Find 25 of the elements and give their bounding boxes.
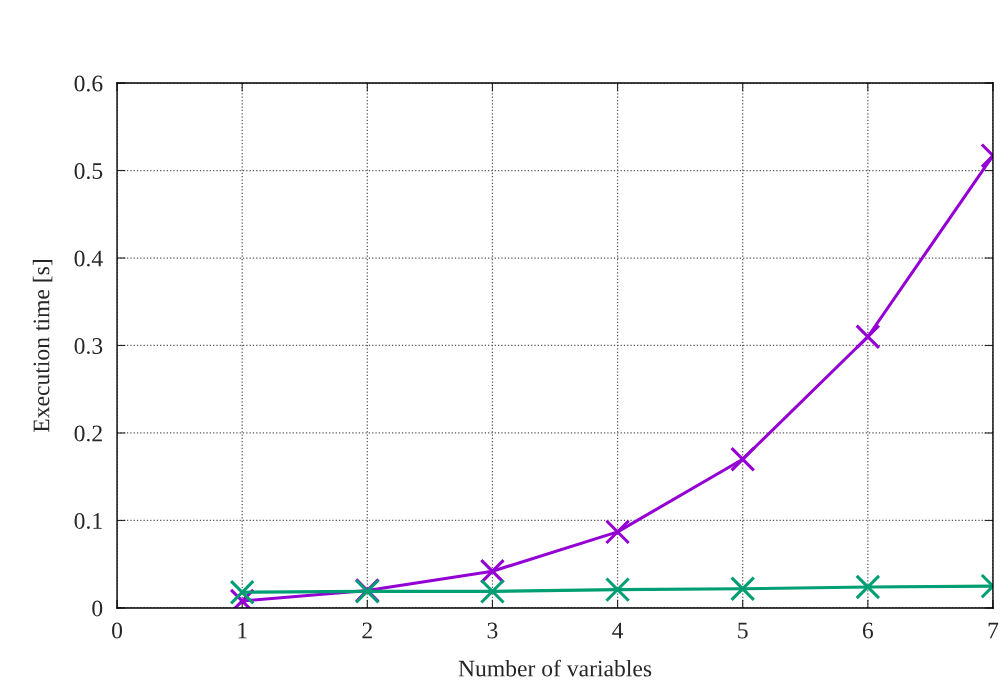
- y-tick-label: 0.1: [74, 512, 102, 530]
- x-tick-label: 7: [988, 622, 999, 639]
- x-tick-label: 3: [487, 622, 498, 639]
- x-tick-label: 5: [738, 622, 748, 639]
- point: [479, 578, 506, 604]
- y-axis-title: Execution time [s]: [32, 260, 53, 433]
- x-tick-label: 6: [862, 622, 874, 639]
- x-tick-label: 2: [362, 622, 372, 639]
- point: [604, 576, 631, 603]
- y-tick-label: 0.2: [74, 425, 102, 442]
- x-axis-title: Number of variables: [458, 659, 652, 677]
- point: [855, 324, 881, 350]
- y-tick-label: 0.3: [74, 337, 103, 355]
- point: [855, 574, 881, 600]
- y-tick-label: 0.5: [74, 163, 103, 180]
- x-tick-label: 1: [238, 622, 247, 639]
- point: [730, 576, 756, 602]
- x-tick-label: 0: [112, 622, 123, 639]
- point: [229, 579, 255, 605]
- y-tick-label: 0.6: [74, 75, 103, 92]
- x-tick-label: 4: [612, 622, 624, 639]
- point: [604, 519, 631, 545]
- y-tick-label: 0: [92, 600, 103, 617]
- y-tick-label: 0.4: [74, 250, 103, 267]
- point: [730, 446, 756, 472]
